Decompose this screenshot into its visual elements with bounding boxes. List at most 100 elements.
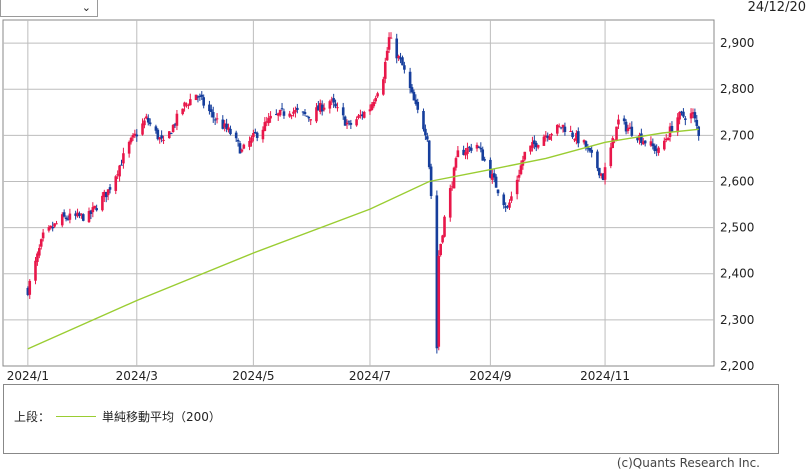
candle-body-up [183,102,186,107]
candle-body-down [64,217,68,220]
candle-body-up [288,113,291,117]
candle-body-down [684,118,687,120]
candle-body-down [601,173,605,181]
candle-body-down [225,123,228,130]
candle-body-down [571,132,574,138]
candle-body-up [450,186,454,188]
candle-body-up [41,232,45,239]
y-tick-label: 2,900 [720,36,754,50]
candle-body-up [309,119,313,121]
candle-body-down [640,133,643,143]
candle-body-down [590,149,593,153]
candle-body-down [598,167,601,176]
candle-body-down [255,132,259,138]
candle-body-down [213,119,217,121]
candle-body-up [508,202,511,208]
candle-body-up [322,107,326,110]
candle-body-up [550,133,553,136]
candle-body-down [559,127,563,129]
candle-body-down [533,140,536,145]
candle-body-up [626,128,630,131]
candle-body-up [248,140,251,147]
candle-body-up [689,113,693,119]
candle-body-down [496,189,500,194]
candle-body-down [320,104,324,112]
candle-body-up [315,107,318,122]
legend-panel: 上段： 単純移動平均（200） [3,384,779,454]
candle-body-up [118,165,121,177]
candle-body-up [60,214,64,226]
candle-body-up [676,117,679,133]
candle-body-up [252,133,255,138]
candle-body-down [169,133,173,135]
y-tick-label: 2,400 [720,267,754,281]
candle-body-up [261,129,265,140]
candle-body-up [454,158,458,168]
x-tick-label: 2024/7 [349,369,391,383]
candle-body-down [636,137,639,141]
candle-body-up [548,136,551,140]
candle-body-up [102,191,106,198]
candle-body-up [345,122,349,125]
candle-body-down [412,91,416,101]
candle-body-down [253,131,257,134]
period-select[interactable]: ⌄ [0,0,98,17]
candle-body-down [494,176,498,188]
candle-body-down [502,194,506,206]
candle-body-up [678,112,681,120]
candle-body-up [131,134,135,138]
candle-body-down [343,116,347,126]
candle-body-up [55,223,58,225]
candle-body-up [106,189,110,196]
candle-body-down [89,210,93,214]
candle-body-up [162,139,165,141]
candle-body-up [194,94,198,101]
candle-body-up [175,113,179,126]
candle-body-down [361,114,364,117]
candle-body-down [160,135,163,139]
candle-body-down [410,87,414,93]
candle-body-up [158,137,162,140]
candle-body-up [242,144,246,149]
candle-body-up [490,173,494,180]
y-tick-label: 2,200 [720,359,754,373]
candle-body-down [586,147,590,149]
candle-body-down [332,98,335,103]
candle-body-up [122,153,125,164]
candle-body-down [408,71,412,89]
candle-body-up [330,99,334,101]
candle-body-up [187,105,190,107]
price-chart: 2024/1 2024/3 2024/5 2024/7 2024/9 2024/11 2,2… [2,19,754,383]
candle-body-up [145,116,148,119]
candle-body-down [301,111,305,113]
candle-body-up [609,147,613,167]
candle-body-up [599,173,603,176]
candle-body-down [489,159,492,178]
candle-body-down [236,139,240,142]
candle-body-down [403,65,406,70]
candle-body-down [307,116,311,119]
candle-body-down [504,206,507,208]
candle-body-down [334,103,337,107]
candle-body-up [129,137,133,143]
candle-body-down [427,140,431,168]
candle-body-down [481,149,485,161]
candle-body-up [603,167,607,180]
candle-body-down [202,97,205,106]
candle-body-up [114,176,118,191]
candle-body-down [317,105,320,111]
candle-body-up [536,145,540,148]
candle-body-down [108,187,112,190]
candle-body-up [294,110,297,113]
candle-body-down [81,214,85,221]
candle-body-down [506,206,509,208]
candle-body-up [36,253,39,262]
candle-body-down [148,122,152,125]
x-tick-label: 2024/11 [580,369,630,383]
candle-body-up [657,147,660,153]
candle-body-down [156,129,160,140]
candle-body-down [630,126,634,136]
candle-body-up [276,113,280,116]
candle-body-up [628,127,632,130]
candle-body-up [267,118,270,124]
